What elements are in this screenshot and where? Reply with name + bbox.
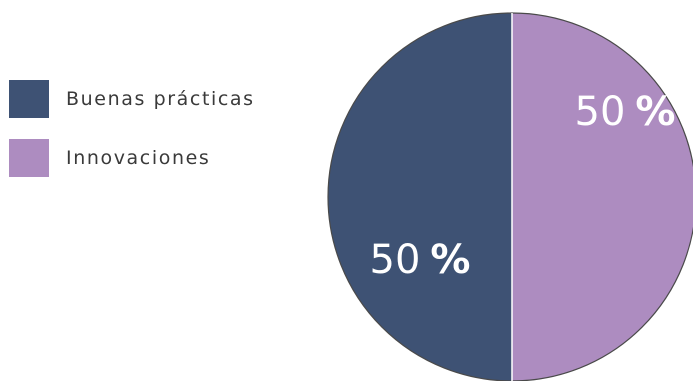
chart-legend: Buenas prácticas Innovaciones: [9, 80, 255, 177]
legend-swatch-buenas-practicas: [9, 80, 49, 118]
legend-item-innovaciones: Innovaciones: [9, 139, 255, 177]
pie-label-innovaciones-number: 50: [575, 89, 626, 135]
pie-label-buenas-practicas-symbol: %: [430, 237, 470, 283]
pie-label-buenas-practicas-number: 50: [370, 237, 421, 283]
pie-label-innovaciones: 50%: [575, 89, 676, 135]
pie-slice-buenas-practicas: [328, 13, 512, 381]
legend-label-buenas-practicas: Buenas prácticas: [66, 88, 255, 110]
legend-label-innovaciones: Innovaciones: [66, 147, 211, 169]
pie-slice-innovaciones: [512, 13, 693, 381]
pie-label-innovaciones-symbol: %: [635, 89, 675, 135]
legend-item-buenas-practicas: Buenas prácticas: [9, 80, 255, 118]
legend-swatch-innovaciones: [9, 139, 49, 177]
pie-label-buenas-practicas: 50%: [370, 237, 471, 283]
